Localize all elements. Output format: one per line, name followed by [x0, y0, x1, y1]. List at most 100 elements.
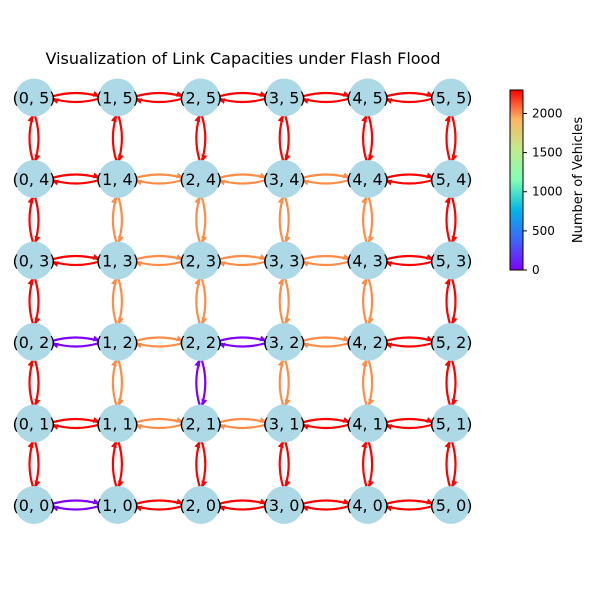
grid-node: (3, 4) — [263, 160, 306, 198]
link-vertical-up — [195, 196, 201, 243]
link-vertical-down — [117, 441, 123, 488]
link-horizontal-backward — [218, 178, 267, 185]
grid-node: (0, 3) — [12, 241, 56, 280]
link-vertical-down — [117, 196, 123, 243]
colorbar-ticks: 0 500 1000 1500 2000 — [523, 106, 563, 277]
node-label: (3, 0) — [263, 496, 306, 515]
arrowhead-icon — [343, 172, 350, 179]
grid-node: (0, 5) — [12, 78, 56, 117]
node-label: (2, 5) — [179, 89, 222, 108]
node-circle — [348, 404, 387, 443]
link-vertical-down — [33, 196, 40, 243]
link-vertical-down — [33, 115, 40, 162]
arrowhead-icon — [451, 398, 458, 406]
link-vertical-down — [284, 196, 290, 243]
link-vertical-up — [278, 196, 285, 243]
link-horizontal-backward — [385, 97, 434, 104]
arrowhead-icon — [368, 154, 375, 161]
arrowhead-icon — [135, 98, 142, 104]
node-label: (5, 4) — [429, 170, 472, 189]
grid-node: (1, 1) — [96, 404, 139, 443]
link-vertical-down — [200, 441, 207, 488]
link-vertical-down — [117, 115, 123, 162]
link-horizontal-forward — [51, 417, 100, 424]
node-label: (1, 3) — [96, 252, 139, 271]
grid-node: (3, 5) — [263, 78, 306, 117]
arrowhead-icon — [284, 480, 291, 487]
colorbar-tick-label: 500 — [532, 224, 555, 238]
arrowhead-icon — [27, 115, 34, 123]
node-circle — [432, 323, 470, 361]
arrowhead-icon — [361, 360, 368, 367]
arrowhead-icon — [176, 254, 183, 260]
arrowhead-icon — [135, 179, 142, 186]
arrowhead-icon — [361, 278, 368, 286]
grid-node: (5, 0) — [429, 486, 473, 524]
arrowhead-icon — [259, 91, 267, 97]
grid-node: (4, 1) — [346, 404, 389, 443]
arrowhead-icon — [259, 498, 267, 505]
link-vertical-up — [195, 115, 201, 162]
link-horizontal-backward — [385, 341, 434, 348]
link-horizontal-forward — [135, 499, 184, 506]
link-vertical-up — [111, 196, 118, 243]
node-label: (3, 3) — [263, 252, 306, 271]
link-horizontal-forward — [301, 336, 350, 343]
link-horizontal-forward — [135, 254, 184, 261]
grid-node: (1, 0) — [96, 486, 139, 524]
link-vertical-up — [445, 359, 452, 406]
arrowhead-icon — [92, 172, 100, 179]
grid-node: (4, 2) — [346, 323, 389, 361]
arrowhead-icon — [277, 441, 284, 449]
link-horizontal-backward — [135, 260, 184, 267]
node-label: (0, 4) — [12, 170, 55, 189]
link-vertical-up — [362, 196, 368, 243]
arrowhead-icon — [302, 342, 309, 349]
node-circle — [348, 486, 387, 524]
arrowhead-icon — [368, 398, 375, 406]
link-horizontal-backward — [301, 504, 350, 511]
arrowhead-icon — [110, 360, 117, 367]
colorbar-tick-label: 1000 — [532, 185, 563, 199]
colorbar-label: Number of Vehicles — [571, 117, 586, 244]
link-vertical-down — [117, 278, 123, 325]
arrowhead-icon — [135, 261, 142, 267]
chart-title: Visualization of Link Capacities under F… — [45, 49, 440, 68]
link-vertical-up — [362, 441, 368, 488]
arrowhead-icon — [110, 441, 117, 449]
arrowhead-icon — [135, 424, 142, 430]
link-vertical-down — [367, 115, 374, 162]
arrowhead-icon — [385, 424, 393, 430]
node-label: (4, 2) — [346, 333, 389, 352]
grid-node: (5, 2) — [429, 323, 473, 361]
link-horizontal-backward — [385, 504, 434, 511]
node-label: (0, 0) — [12, 496, 55, 515]
node-circle — [265, 78, 304, 117]
arrowhead-icon — [52, 179, 59, 186]
link-horizontal-forward — [385, 173, 434, 180]
grid-node: (4, 4) — [346, 160, 389, 198]
link-vertical-up — [362, 115, 368, 162]
node-label: (5, 5) — [429, 89, 472, 108]
arrowhead-icon — [343, 91, 350, 97]
arrowhead-icon — [194, 197, 201, 204]
node-label: (5, 0) — [429, 496, 472, 515]
arrowhead-icon — [277, 360, 284, 367]
link-vertical-down — [284, 278, 290, 325]
arrowhead-icon — [194, 278, 201, 286]
link-horizontal-forward — [135, 336, 184, 343]
node-circle — [432, 78, 470, 117]
arrowhead-icon — [27, 360, 34, 367]
grid-node: (2, 5) — [179, 78, 222, 117]
node-circle — [265, 404, 304, 443]
arrowhead-icon — [444, 360, 451, 367]
node-circle — [181, 404, 220, 443]
link-horizontal-backward — [301, 260, 350, 267]
node-label: (1, 4) — [96, 170, 139, 189]
link-vertical-up — [278, 278, 285, 325]
node-circle — [348, 160, 387, 198]
link-vertical-up — [28, 359, 35, 406]
link-horizontal-forward — [385, 336, 434, 343]
link-horizontal-backward — [218, 260, 267, 267]
arrowhead-icon — [426, 498, 433, 505]
